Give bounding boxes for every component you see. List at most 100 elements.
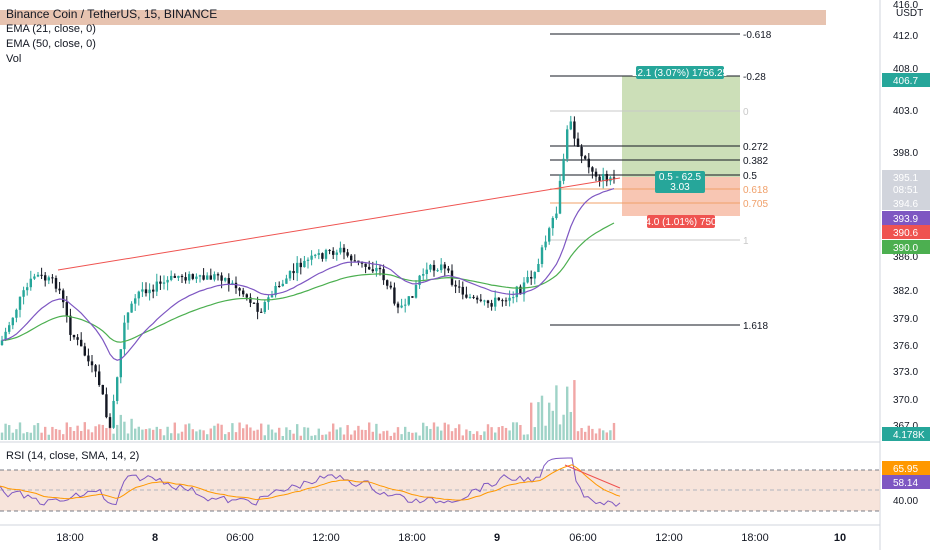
- volume-bar: [486, 424, 490, 440]
- volume-bar: [303, 427, 306, 440]
- candle-body: [62, 290, 65, 303]
- candle-body: [76, 337, 79, 340]
- volume-bar: [234, 432, 238, 440]
- candle-body: [602, 173, 605, 181]
- symbol-title[interactable]: Binance Coin / TetherUS, 15, BINANCE: [6, 7, 218, 21]
- candle-body: [191, 274, 194, 279]
- candle-body: [234, 282, 238, 289]
- volume-bar: [141, 429, 144, 440]
- volume-bar: [602, 430, 605, 440]
- volume-bar: [15, 429, 18, 440]
- candle-body: [551, 218, 554, 229]
- volume-bar: [184, 424, 187, 440]
- volume-bar: [36, 423, 40, 440]
- volume-bar: [310, 435, 313, 440]
- volume-bar: [483, 431, 486, 440]
- price-tag: 08:51: [893, 185, 918, 196]
- volume-bar: [144, 429, 148, 440]
- volume-bar: [116, 424, 119, 440]
- volume-bar: [364, 429, 367, 440]
- candle-body: [90, 361, 94, 366]
- volume-bar: [389, 435, 392, 440]
- candle-body: [152, 289, 155, 292]
- volume-bar: [342, 434, 346, 440]
- fib-retracement[interactable]: -0.618 -0.28 0 0.272 0.382 0.5 0.618 0.705 1 1.61…: [550, 30, 772, 332]
- candle-body: [580, 146, 583, 157]
- profit-zone[interactable]: [622, 76, 740, 177]
- candle-body: [519, 286, 522, 295]
- candle-body: [288, 270, 292, 279]
- ema21-legend[interactable]: EMA (21, close, 0): [6, 23, 96, 35]
- volume-bar: [494, 432, 497, 440]
- candle-body: [51, 277, 54, 279]
- candle-body: [137, 291, 140, 299]
- volume-bar: [44, 426, 47, 440]
- volume-bar: [519, 424, 522, 440]
- volume-bar: [479, 435, 482, 440]
- candle-body: [238, 288, 241, 291]
- stop-label: 4.0 (1.01%) 750: [645, 217, 717, 228]
- candle-body: [26, 287, 29, 291]
- volume-bar: [544, 425, 547, 440]
- price-tag-bg: [882, 196, 930, 210]
- time-tick-label: 18:00: [741, 532, 769, 544]
- volume-bar: [198, 429, 202, 440]
- candle-body: [368, 266, 371, 270]
- price-tick-label: 386.0: [893, 252, 918, 263]
- rsi-divergence-line[interactable]: [564, 464, 621, 489]
- candle-body: [429, 264, 432, 270]
- ema50-legend[interactable]: EMA (50, close, 0): [6, 38, 96, 50]
- candle-body: [141, 289, 144, 292]
- volume-bar: [216, 423, 220, 440]
- candle-body: [353, 260, 356, 262]
- candle-body: [198, 275, 202, 277]
- candle-body: [558, 180, 562, 214]
- volume-bars: [0, 380, 616, 440]
- candle-body: [83, 346, 86, 356]
- candle-body: [533, 272, 536, 279]
- price-tags: 406.7 395.108:51 394.6 393.9 390.6 390.0 4.178…: [882, 73, 930, 507]
- volume-bar: [72, 430, 76, 440]
- time-axis[interactable]: 18:00 8 06:00 12:00 18:00 9 06:00 12:00 18:00 10: [56, 532, 846, 544]
- target-label: 12.1 (3.07%) 1756.25: [632, 68, 729, 79]
- rsi-legend[interactable]: RSI (14, close, SMA, 14, 2): [6, 450, 140, 462]
- candle-body: [357, 260, 360, 262]
- candle-body: [216, 274, 220, 276]
- candle-body: [18, 296, 22, 310]
- target-label-bg: [636, 66, 724, 79]
- price-tag-bg: [882, 73, 930, 87]
- candle-body: [94, 365, 97, 372]
- price-tag: 390.6: [893, 228, 918, 239]
- candle-body: [119, 349, 122, 378]
- volume-bar: [530, 402, 533, 440]
- candle-body: [231, 282, 234, 284]
- candle-body: [224, 278, 227, 281]
- vol-legend[interactable]: Vol: [6, 53, 22, 65]
- volume-bar: [360, 429, 364, 440]
- volume-bar: [425, 426, 428, 440]
- candle-body: [227, 278, 230, 284]
- candle-body: [324, 249, 328, 259]
- fib-level-label: 0.382: [743, 156, 768, 167]
- price-tick-label: 398.0: [893, 148, 918, 159]
- volume-bar: [29, 432, 32, 440]
- volume-bar: [108, 426, 112, 440]
- candle-body: [281, 283, 284, 287]
- candle-body: [22, 290, 25, 297]
- candle-body: [378, 267, 382, 270]
- candle-body: [58, 288, 61, 291]
- candle-body: [339, 247, 342, 253]
- candle-body: [346, 252, 349, 256]
- volume-bar: [569, 411, 572, 440]
- volume-bar: [166, 426, 169, 440]
- candle-body: [159, 281, 162, 284]
- candle-body: [11, 317, 14, 326]
- volume-bar: [267, 424, 270, 440]
- time-tick-label: 12:00: [655, 532, 683, 544]
- trend-line[interactable]: [57, 177, 621, 271]
- volume-bar: [357, 425, 360, 440]
- candle-body: [256, 302, 259, 312]
- candle-body: [15, 309, 18, 318]
- volume-bar: [414, 432, 418, 440]
